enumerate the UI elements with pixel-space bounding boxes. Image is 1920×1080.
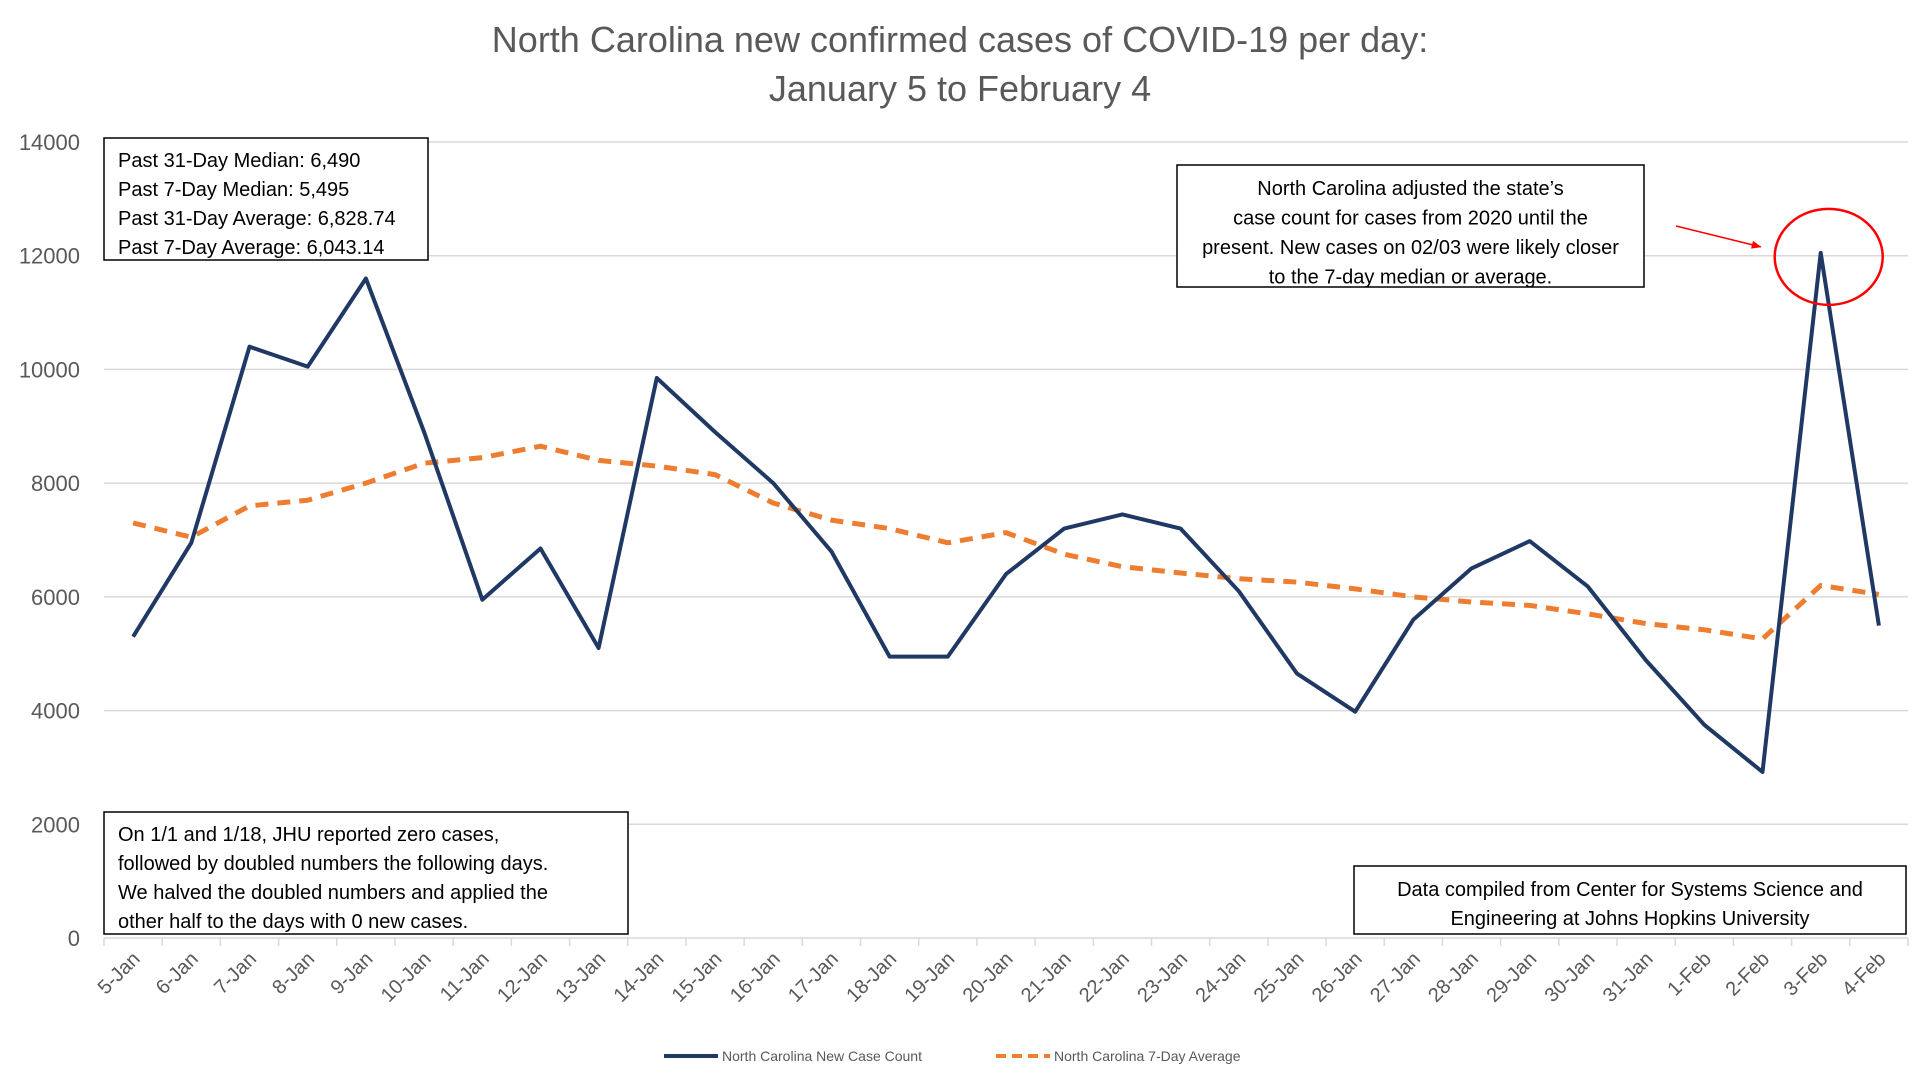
seven-day-average-line <box>132 443 1880 642</box>
source-note-line: Data compiled from Center for Systems Sc… <box>1397 879 1863 901</box>
source-note-line: Engineering at Johns Hopkins University <box>1450 908 1809 930</box>
legend-label: North Carolina New Case Count <box>722 1048 922 1064</box>
x-tick-label: 18-Jan <box>842 948 901 1007</box>
x-tick-label: 8-Jan <box>268 948 319 999</box>
x-tick-label: 10-Jan <box>377 948 436 1007</box>
x-tick-label: 27-Jan <box>1366 948 1425 1007</box>
jhu-note-line: followed by doubled numbers the followin… <box>118 853 548 875</box>
y-tick-label: 14000 <box>19 130 80 155</box>
x-tick-label: 26-Jan <box>1308 948 1367 1007</box>
y-tick-label: 12000 <box>19 244 80 269</box>
x-tick-label: 7-Jan <box>210 948 261 999</box>
jhu-note-border <box>103 811 629 935</box>
x-tick-label: 20-Jan <box>959 948 1018 1007</box>
source-note-border <box>1353 865 1907 935</box>
adjustment-note-line: North Carolina adjusted the state’s <box>1257 178 1563 200</box>
adjustment-note-line: to the 7-day median or average. <box>1269 267 1553 289</box>
x-tick-label: 15-Jan <box>668 948 727 1007</box>
x-tick-label: 4-Feb <box>1838 948 1891 1001</box>
series-lines <box>131 250 1881 774</box>
y-tick-label: 4000 <box>31 699 80 724</box>
highlight-annotation <box>1675 207 1884 307</box>
chart-subtitle: January 5 to February 4 <box>769 68 1151 109</box>
highlight-arrow <box>1675 225 1762 249</box>
x-tick-label: 5-Jan <box>94 948 145 999</box>
x-tick-label: 21-Jan <box>1017 948 1076 1007</box>
x-tick-label: 22-Jan <box>1075 948 1134 1007</box>
x-tick-label: 14-Jan <box>610 948 669 1007</box>
jhu-note-line: We halved the doubled numbers and applie… <box>118 882 548 904</box>
x-axis: 5-Jan 6-Jan 7-Jan 8-Jan 9-Jan 10-Jan 11-Jan 12-… <box>94 937 1909 1007</box>
x-tick-label: 16-Jan <box>726 948 785 1007</box>
text-boxes: Past 31-Day Median: 6,490 Past 7-Day Medi… <box>103 137 1907 935</box>
stats-box-line: Past 31-Day Average: 6,828.74 <box>118 208 396 230</box>
adjustment-note-line: case count for cases from 2020 until the <box>1233 208 1588 230</box>
x-tick-label: 25-Jan <box>1250 948 1309 1007</box>
x-tick-label: 1-Feb <box>1663 948 1716 1001</box>
x-tick-label: 11-Jan <box>436 948 494 1006</box>
adjustment-note: North Carolina adjusted the state’s case … <box>1176 164 1645 289</box>
new-case-count-line <box>131 250 1881 774</box>
x-tick-label: 31-Jan <box>1599 948 1658 1007</box>
adjustment-note-border <box>1176 164 1645 288</box>
stats-box-line: Past 7-Day Median: 5,495 <box>118 179 349 201</box>
y-tick-label: 8000 <box>31 471 80 496</box>
x-tick-label: 9-Jan <box>326 948 377 999</box>
x-tick-label: 6-Jan <box>152 948 203 999</box>
stats-box-line: Past 7-Day Average: 6,043.14 <box>118 237 384 259</box>
x-tick-label: 28-Jan <box>1424 948 1483 1007</box>
y-tick-label: 10000 <box>19 357 80 382</box>
x-tick-label: 13-Jan <box>551 948 610 1007</box>
y-tick-label: 2000 <box>31 812 80 837</box>
chart-title: North Carolina new confirmed cases of CO… <box>492 19 1428 60</box>
x-tick-label: 12-Jan <box>493 948 552 1007</box>
x-tick-label: 19-Jan <box>901 948 960 1007</box>
y-tick-label: 0 <box>68 926 80 951</box>
y-axis-ticks: 0 2000 4000 6000 8000 10000 12000 14000 <box>19 130 80 951</box>
x-tick-label: 23-Jan <box>1133 948 1192 1007</box>
jhu-note-line: On 1/1 and 1/18, JHU reported zero cases… <box>118 824 499 846</box>
adjustment-note-line: present. New cases on 02/03 were likely … <box>1202 237 1619 259</box>
x-tick-label: 30-Jan <box>1541 948 1600 1007</box>
jhu-note-line: other half to the days with 0 new cases. <box>118 911 468 933</box>
x-tick-label: 17-Jan <box>784 948 843 1007</box>
x-tick-label: 3-Feb <box>1780 948 1833 1001</box>
legend-label: North Carolina 7-Day Average <box>1054 1048 1241 1064</box>
stats-box-line: Past 31-Day Median: 6,490 <box>118 150 360 172</box>
source-note: Data compiled from Center for Systems Sc… <box>1353 865 1907 935</box>
jhu-note: On 1/1 and 1/18, JHU reported zero cases… <box>103 811 629 935</box>
highlight-circle <box>1773 207 1884 307</box>
x-tick-label: 2-Feb <box>1722 948 1775 1001</box>
y-tick-label: 6000 <box>31 585 80 610</box>
legend: North Carolina New Case Count North Carol… <box>664 1048 1241 1064</box>
stats-box-border <box>103 137 429 261</box>
x-tick-label: 24-Jan <box>1192 948 1251 1007</box>
x-tick-label: 29-Jan <box>1482 948 1541 1007</box>
stats-box: Past 31-Day Median: 6,490 Past 7-Day Medi… <box>103 137 429 261</box>
